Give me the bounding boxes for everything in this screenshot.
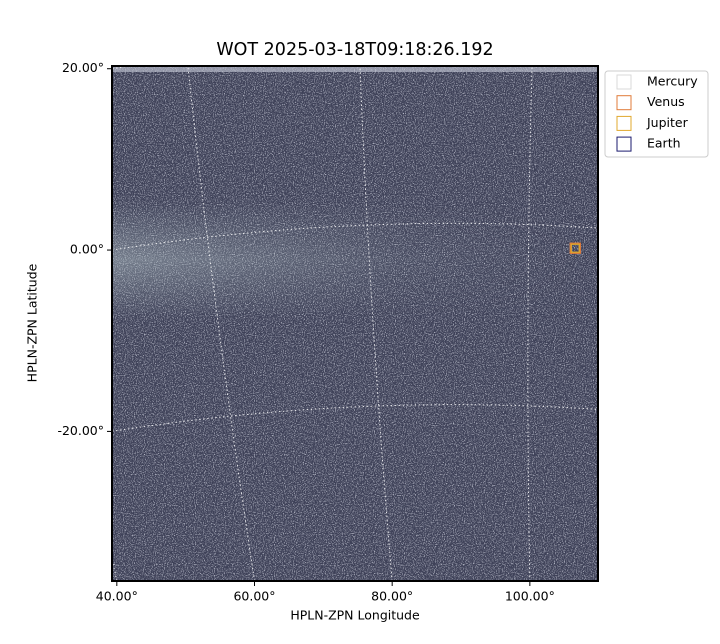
- legend-swatch: [616, 136, 632, 152]
- x-axis-label: HPLN-ZPN Longitude: [290, 608, 420, 623]
- image-edge: [112, 66, 598, 72]
- x-tick-label: 40.00°: [96, 589, 138, 604]
- legend-label: Mercury: [647, 74, 698, 89]
- y-tick-label: 0.00°: [70, 242, 104, 257]
- sky-image: [112, 66, 598, 581]
- legend-swatch: [616, 95, 632, 111]
- x-tick-label: 100.00°: [505, 589, 555, 604]
- planet-marker: [569, 242, 581, 254]
- grid-line: [187, 66, 255, 581]
- grid-line: [112, 404, 598, 432]
- grid-line: [112, 222, 598, 251]
- dust-band: [112, 200, 598, 320]
- legend-label: Earth: [647, 136, 681, 151]
- y-axis-label: HPLN-ZPN Latitude: [25, 263, 40, 382]
- image-noise: [112, 66, 598, 581]
- chart-title: WOT 2025-03-18T09:18:26.192: [216, 40, 493, 60]
- legend-swatch: [616, 74, 632, 90]
- grid-line: [527, 66, 533, 581]
- legend-label: Venus: [647, 94, 685, 109]
- x-tick-label: 80.00°: [371, 589, 413, 604]
- x-tick-label: 60.00°: [233, 589, 275, 604]
- legend-label: Jupiter: [646, 115, 689, 130]
- plot-frame: [111, 65, 599, 582]
- grid-line: [359, 66, 393, 581]
- y-tick-label: -20.00°: [57, 423, 104, 438]
- grid: [112, 66, 598, 581]
- legend-swatch: [616, 115, 632, 131]
- markers: [569, 242, 581, 254]
- legend-box: [604, 70, 709, 158]
- y-tick-label: 20.00°: [62, 60, 104, 75]
- planet-marker: [570, 243, 580, 253]
